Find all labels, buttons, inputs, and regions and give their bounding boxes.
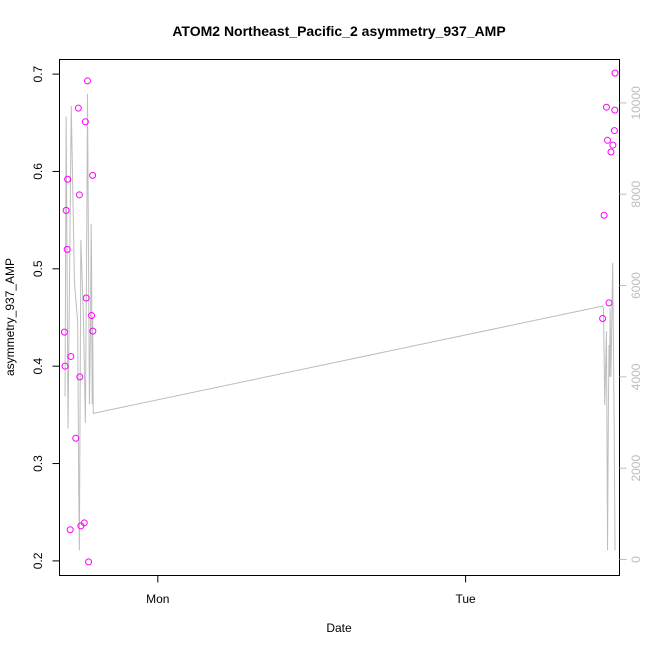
x-axis-label: Date [326,621,352,635]
y-axis-label: asymmetry_937_AMP [3,258,17,376]
chart-title: ATOM2 Northeast_Pacific_2 asymmetry_937_… [172,23,505,39]
data-point [85,558,93,566]
y-axis-left: 0.2 0.3 0.4 0.5 0.6 0.7 [31,65,60,569]
y-axis-right: 0 2000 4000 6000 8000 10000 [619,86,643,563]
plot-frame [59,59,620,576]
data-point [605,299,613,307]
data-point [64,175,72,183]
data-point [89,171,97,179]
y2-tick-label: 2000 [629,455,643,482]
data-point [611,69,619,77]
data-point [610,127,618,135]
data-point [599,314,607,322]
data-point [62,206,70,214]
data-point [607,148,615,156]
data-point [63,245,71,253]
data-point [600,211,608,219]
y-tick-label: 0.6 [31,163,45,180]
line-layer [64,93,616,551]
data-point [72,434,80,442]
x-tick-label: Mon [146,592,169,606]
data-point [60,328,68,336]
series-line [64,93,616,551]
y2-tick-label: 0 [629,556,643,563]
y2-tick-label: 4000 [629,363,643,390]
data-point [74,104,82,112]
data-point [609,141,617,149]
y2-tick-label: 6000 [629,272,643,299]
data-point [81,118,89,126]
y-tick-label: 0.4 [31,358,45,375]
data-point [76,373,84,381]
data-point [82,294,90,302]
x-tick-label: Tue [455,592,476,606]
y2-tick-label: 8000 [629,181,643,208]
data-point [89,327,97,335]
data-point [75,191,83,199]
y-tick-label: 0.3 [31,455,45,472]
data-point [602,103,610,111]
y-tick-label: 0.2 [31,552,45,569]
y-tick-label: 0.5 [31,260,45,277]
point-layer [60,69,619,566]
y2-tick-label: 10000 [629,86,643,120]
data-point [67,352,75,360]
y-tick-label: 0.7 [31,65,45,82]
x-axis: Mon Tue [146,575,476,606]
data-point [88,312,96,320]
data-point [604,136,612,144]
data-point [66,526,74,534]
data-point [61,362,69,370]
data-point [80,519,88,527]
data-point [84,77,91,85]
data-point [611,106,619,114]
